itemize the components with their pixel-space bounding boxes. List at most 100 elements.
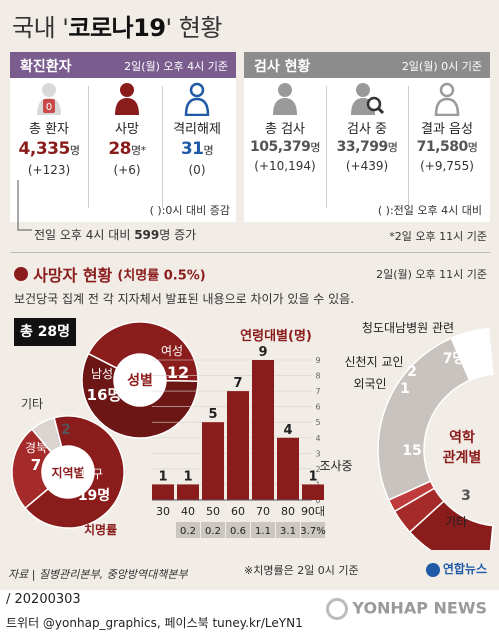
brand-circle-icon (425, 562, 440, 577)
fatality-rate-value: 0.2 (205, 526, 221, 537)
bar-value-label: 1 (308, 469, 317, 484)
tests-footnote: *2일 오후 11시 기준 (389, 230, 487, 243)
bar-value-label: 4 (283, 423, 292, 438)
watermark-circle-icon (326, 598, 349, 620)
x-tick-label: 90대 (301, 505, 325, 518)
region-value: 2 (61, 422, 71, 438)
x-tick-label: 60 (231, 505, 245, 518)
confirmed-note: ( ):0시 대비 증감 (149, 204, 230, 217)
x-tick-label: 50 (206, 505, 220, 518)
daily-increase-note: 전일 오후 4시 대비 599명 증가 (34, 228, 197, 242)
y-tick-label: 2 (315, 465, 320, 474)
age-bar (177, 484, 199, 500)
epi-chart-title: 역학 (449, 429, 475, 446)
fatality-rate-value: 3.1 (280, 526, 296, 537)
epi-label: 청도대남병원 관련 (362, 321, 454, 335)
deaths-stat: 사망 28명* (+6) (88, 82, 166, 177)
y-tick-label: 7 (315, 387, 320, 396)
age-bar (152, 484, 174, 500)
bar-value-label: 5 (208, 407, 217, 422)
age-bar (302, 484, 324, 500)
social-links: 트위터 @yonhap_graphics, 페이스북 tuney.kr/LeYN… (6, 616, 303, 630)
confirmed-header: 확진환자 2일(월) 오후 4시 기준 (10, 52, 236, 78)
epi-label: 조사중 (319, 459, 352, 473)
bullet-icon (14, 267, 28, 281)
fatality-rate-value: 0.2 (180, 526, 196, 537)
confirmed-panel: 확진환자 2일(월) 오후 4시 기준 0 총 환자 4,335명 (+123)… (10, 52, 236, 222)
fatality-rate-value: 0.6 (230, 526, 246, 537)
epi-label: 외국인 (353, 377, 386, 391)
magnifier-person-icon (351, 83, 384, 115)
epi-value: 7명 (443, 350, 466, 367)
epi-slice (450, 327, 494, 382)
svg-text:0: 0 (46, 102, 52, 113)
y-tick-label: 9 (315, 356, 320, 365)
age-bar (252, 360, 274, 500)
bar-value-label: 1 (183, 469, 192, 484)
tests-header: 검사 현황 2일(월) 0시 기준 (244, 52, 490, 78)
epi-value: 1 (400, 381, 410, 397)
gender-label: 여성 (161, 344, 183, 358)
region-label: 기타 (21, 397, 43, 411)
donut-slice (24, 415, 125, 529)
bar-value-label: 9 (258, 345, 267, 360)
epi-value: 2 (407, 364, 417, 380)
region-chart-title: 지역별 (51, 465, 84, 480)
fatality-rate-cell (201, 522, 225, 538)
person-gray-icon (273, 83, 297, 115)
date-code: / 20200303 (6, 592, 81, 607)
fatality-rate-cell (301, 522, 325, 538)
death-person-icon (115, 83, 139, 115)
age-bar (202, 422, 224, 500)
gender-value: 16명 (87, 386, 122, 404)
age-chart-title: 연령대별(명) (240, 328, 312, 344)
y-tick-label: 8 (315, 372, 320, 381)
deaths-subtitle: 보건당국 집계 전 각 지자체서 발표된 내용으로 차이가 있을 수 있음. (14, 292, 355, 306)
source-text: 자료 | 질병관리본부, 중앙방역대책본부 (8, 568, 188, 581)
fatality-rate-cell (226, 522, 250, 538)
epi-value: 15 (402, 443, 421, 459)
bar-value-label: 7 (233, 376, 242, 391)
released-stat: 격리해제 31명 (0) (158, 82, 236, 177)
y-tick-label: 6 (315, 403, 320, 412)
fatality-rate-value: 1.1 (255, 526, 271, 537)
fatality-rate-cell (176, 522, 200, 538)
testing-stat: 검사 중 33,799명 (+439) (328, 82, 406, 173)
total-patients-stat: 0 총 환자 4,335명 (+123) (10, 82, 88, 177)
total-deaths-badge: 총 28명 (14, 318, 76, 346)
tests-panel: 검사 현황 2일(월) 0시 기준 총 검사 105,379명 (+10,194… (244, 52, 490, 222)
footer: / 20200303 트위터 @yonhap_graphics, 페이스북 tu… (0, 590, 499, 636)
donut-hole (114, 354, 166, 406)
x-tick-label: 30 (156, 505, 170, 518)
fatality-rate-cell (251, 522, 275, 538)
y-tick-label: 5 (315, 418, 320, 427)
region-value: 19명 (78, 487, 110, 504)
region-label: 경북 (25, 441, 47, 455)
brand-logo: 연합뉴스 (425, 560, 487, 577)
page-title: 국내 '코로나19' 현황 (12, 14, 222, 42)
footnote-text: ※치명률은 2일 0시 기준 (244, 564, 359, 577)
negative-stat: 결과 음성 71,580명 (+9,755) (408, 82, 486, 173)
x-tick-label: 40 (181, 505, 195, 518)
donut-hole (42, 446, 94, 498)
fatality-rate-value: 3.7% (300, 526, 325, 537)
region-label: 대구 (81, 467, 103, 481)
epi-value: 3 (461, 488, 471, 504)
fatality-rate-cell (276, 522, 300, 538)
gender-label: 남성 (91, 367, 113, 381)
epi-label: 기타 (445, 515, 467, 529)
bar-value-label: 1 (158, 469, 167, 484)
bracket-line (17, 180, 32, 231)
released-person-icon (184, 82, 210, 116)
age-bar (227, 391, 249, 500)
deaths-heading: 사망자 현황 (치명률 0.5%) (14, 262, 206, 286)
charts-area: 성별여성12남성16명지역별대구19명경북72기타연령대별(명)01234567… (11, 321, 494, 550)
fatality-label: 치명률 (84, 522, 117, 537)
age-bar (277, 437, 299, 500)
deaths-date: 2일(월) 오후 11시 기준 (376, 268, 487, 281)
x-tick-label: 80 (281, 505, 295, 518)
total-tests-stat: 총 검사 105,379명 (+10,194) (246, 82, 324, 173)
y-tick-label: 3 (315, 449, 320, 458)
region-value: 7 (31, 456, 41, 474)
epi-chart-title: 관계별 (443, 449, 482, 466)
